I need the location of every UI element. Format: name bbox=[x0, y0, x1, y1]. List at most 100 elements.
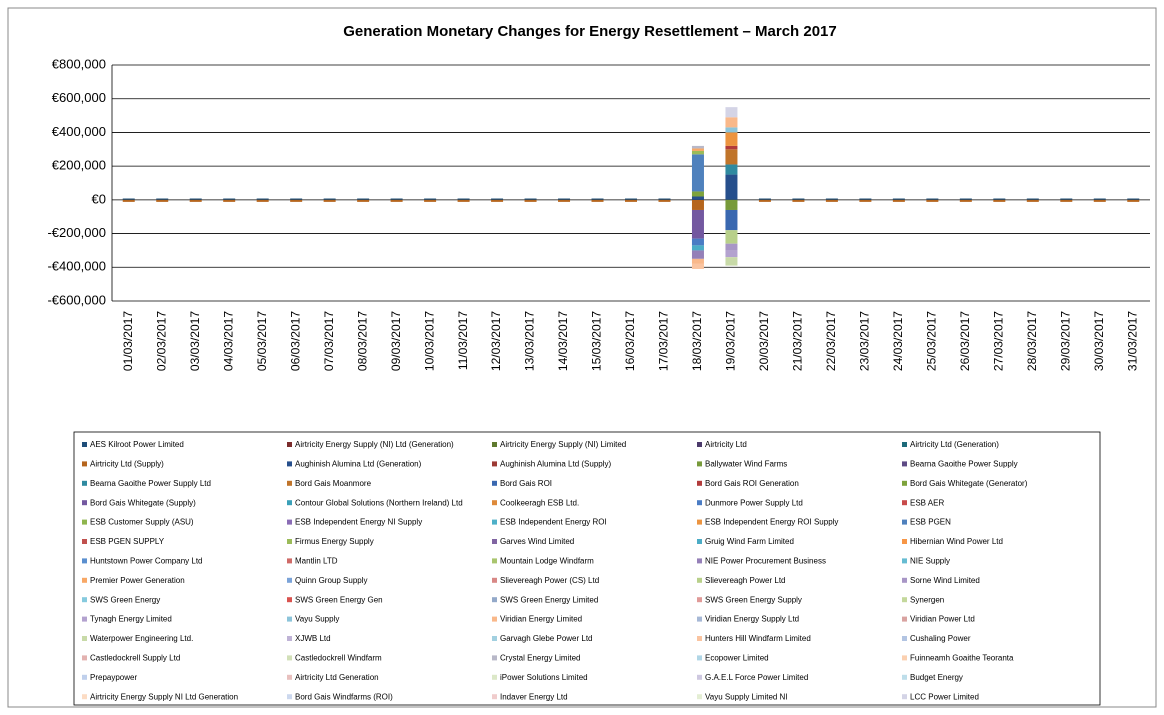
legend-swatch bbox=[902, 616, 907, 622]
legend-swatch bbox=[902, 558, 907, 564]
bar-segment bbox=[491, 199, 504, 202]
legend-swatch bbox=[82, 519, 87, 525]
x-tick-label: 01/03/2017 bbox=[121, 311, 135, 371]
bar-segment bbox=[792, 199, 805, 202]
x-tick-label: 12/03/2017 bbox=[489, 311, 503, 371]
bar-segment bbox=[1093, 198, 1106, 200]
bar-segment bbox=[725, 164, 738, 175]
legend-swatch bbox=[492, 461, 497, 467]
bar-segment bbox=[1060, 198, 1073, 200]
legend-label: AES Kilroot Power Limited bbox=[90, 440, 184, 449]
legend-label: Vayu Supply Limited NI bbox=[705, 692, 788, 701]
legend-swatch bbox=[82, 655, 87, 661]
legend-swatch bbox=[287, 694, 292, 700]
y-tick-label: €800,000 bbox=[52, 56, 106, 71]
legend-label: Bord Gais Whitegate (Supply) bbox=[90, 498, 196, 507]
legend-swatch bbox=[82, 480, 87, 486]
legend-swatch bbox=[287, 577, 292, 583]
legend-swatch bbox=[82, 694, 87, 700]
legend-label: ESB PGEN SUPPLY bbox=[90, 537, 165, 546]
legend-swatch bbox=[902, 577, 907, 583]
bar-segment bbox=[156, 199, 169, 202]
legend-swatch bbox=[492, 539, 497, 544]
bar-segment bbox=[357, 199, 370, 202]
legend-label: Crystal Energy Limited bbox=[500, 654, 580, 663]
legend-swatch bbox=[82, 674, 87, 680]
legend-swatch bbox=[287, 558, 292, 564]
bar-segment bbox=[691, 154, 704, 192]
legend-label: G.A.E.L Force Power Limited bbox=[705, 673, 808, 682]
legend-swatch bbox=[287, 480, 292, 486]
legend-label: Vayu Supply bbox=[295, 615, 339, 624]
bar-segment bbox=[591, 199, 604, 202]
x-tick-label: 04/03/2017 bbox=[221, 311, 235, 371]
bar-segment bbox=[691, 258, 704, 264]
legend-label: SWS Green Energy Supply bbox=[705, 595, 802, 604]
legend-swatch bbox=[82, 597, 87, 603]
bar-segment bbox=[156, 198, 169, 200]
legend-label: Aughinish Alumina Ltd (Supply) bbox=[500, 460, 612, 469]
legend-label: Mantlin LTD bbox=[295, 557, 338, 566]
x-tick-label: 20/03/2017 bbox=[757, 311, 771, 371]
bar-segment bbox=[959, 199, 972, 202]
bar-segment bbox=[691, 238, 704, 246]
bar-segment bbox=[1127, 199, 1140, 202]
bar-segment bbox=[959, 198, 972, 200]
legend-swatch bbox=[492, 674, 497, 680]
legend-label: Viridian Power Ltd bbox=[910, 615, 975, 624]
legend-swatch bbox=[902, 674, 907, 680]
legend-label: SWS Green Energy bbox=[90, 595, 160, 604]
legend-swatch bbox=[697, 694, 702, 700]
bar-segment bbox=[725, 145, 738, 150]
legend-label: Mountain Lodge Windfarm bbox=[500, 557, 594, 566]
legend-swatch bbox=[902, 655, 907, 661]
bar-segment bbox=[691, 263, 704, 269]
legend-label: Airtricity Ltd bbox=[705, 440, 747, 449]
legend-label: Prepaypower bbox=[90, 673, 137, 682]
legend-label: Budget Energy bbox=[910, 673, 963, 682]
legend-swatch bbox=[902, 636, 907, 641]
legend-swatch bbox=[287, 442, 292, 447]
legend-label: Bord Gais Windfarms (ROI) bbox=[295, 692, 393, 701]
legend-label: Quinn Group Supply bbox=[295, 576, 368, 585]
legend-label: Slievereagh Power Ltd bbox=[705, 576, 786, 585]
x-tick-label: 19/03/2017 bbox=[724, 311, 738, 371]
bar-segment bbox=[223, 198, 236, 200]
legend-swatch bbox=[902, 597, 907, 603]
legend-label: LCC Power Limited bbox=[910, 692, 979, 701]
legend-swatch bbox=[902, 519, 907, 525]
bar-segment bbox=[424, 198, 437, 200]
legend-label: Hibernian Wind Power Ltd bbox=[910, 537, 1003, 546]
legend-swatch bbox=[492, 694, 497, 700]
bar-segment bbox=[691, 191, 704, 197]
bar-segment bbox=[424, 199, 437, 202]
legend-swatch bbox=[697, 539, 702, 544]
bar-segment bbox=[691, 150, 704, 155]
legend-swatch bbox=[287, 636, 292, 641]
legend-label: Dunmore Power Supply Ltd bbox=[705, 498, 803, 507]
legend-swatch bbox=[697, 674, 702, 680]
legend-label: Hunters Hill Windfarm Limited bbox=[705, 634, 811, 643]
bar-segment bbox=[725, 132, 738, 146]
x-tick-label: 03/03/2017 bbox=[188, 311, 202, 371]
legend-label: Airtricity Energy Supply NI Ltd Generati… bbox=[90, 692, 238, 701]
bar-segment bbox=[625, 199, 637, 202]
bar-segment bbox=[725, 250, 738, 258]
legend-label: Indaver Energy Ltd bbox=[500, 692, 568, 701]
legend-label: Synergen bbox=[910, 595, 944, 604]
bar-segment bbox=[1060, 199, 1073, 202]
x-tick-label: 05/03/2017 bbox=[255, 311, 269, 371]
bar-segment bbox=[725, 107, 738, 118]
legend-label: Coolkeeragh ESB Ltd. bbox=[500, 498, 579, 507]
legend-swatch bbox=[492, 558, 497, 564]
legend-swatch bbox=[902, 461, 907, 467]
bar-segment bbox=[993, 199, 1006, 202]
legend-swatch bbox=[287, 674, 292, 680]
bar-segment bbox=[993, 198, 1006, 200]
bar-segment bbox=[323, 199, 336, 202]
legend-label: Ecopower Limited bbox=[705, 654, 769, 663]
legend-label: Firmus Energy Supply bbox=[295, 537, 374, 546]
legend-label: Aughinish Alumina Ltd (Generation) bbox=[295, 460, 422, 469]
legend-swatch bbox=[82, 442, 87, 447]
x-tick-label: 24/03/2017 bbox=[891, 311, 905, 371]
